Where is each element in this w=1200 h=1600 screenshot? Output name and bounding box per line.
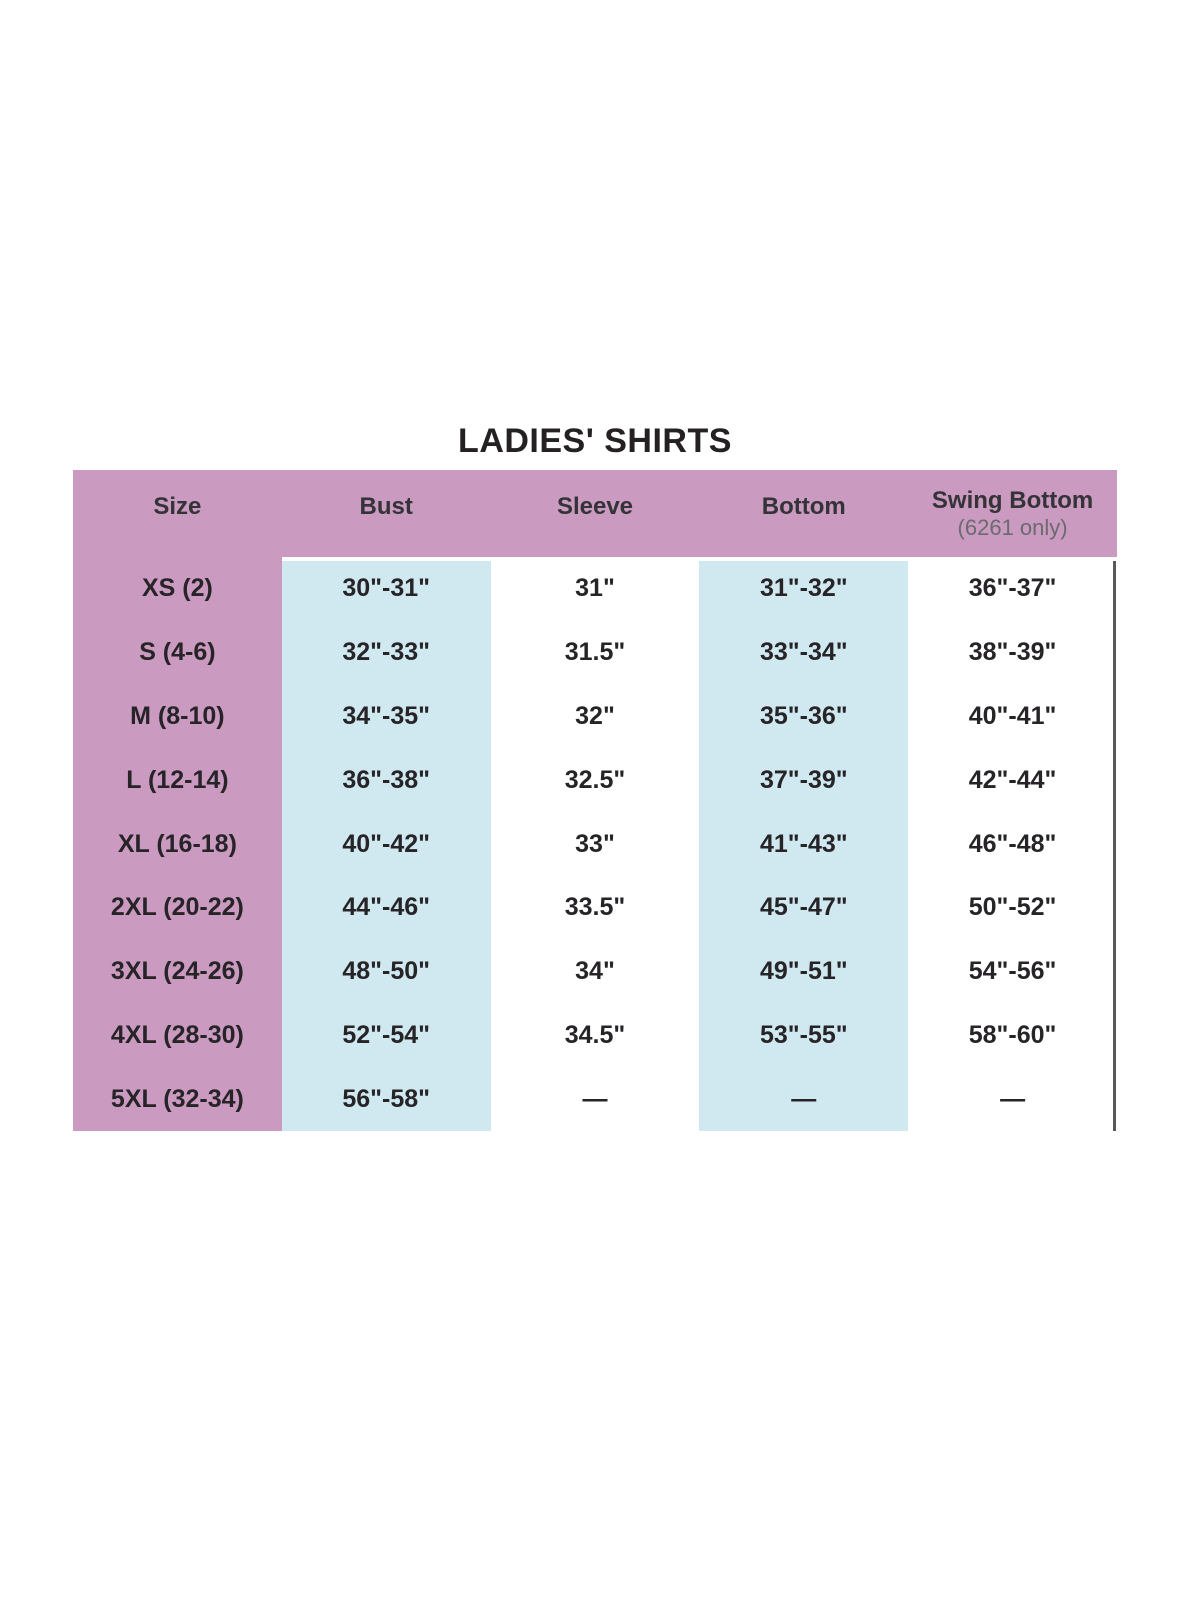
table-row: M (8-10) 34"-35" 32" 35"-36" 40"-41" xyxy=(73,685,1117,749)
cell-swing-bottom: 58"-60" xyxy=(968,1020,1057,1049)
cell-bottom: 49"-51" xyxy=(759,957,848,986)
column-header-label: Bottom xyxy=(761,492,846,520)
column-header-bottom: Bottom xyxy=(699,470,908,557)
cell-size: L (12-14) xyxy=(126,765,229,794)
cell-bust: 40"-42" xyxy=(342,829,431,858)
cell-sleeve: 33" xyxy=(575,829,615,858)
cell-swing-bottom: 40"-41" xyxy=(968,701,1057,730)
cell-swing-bottom: 38"-39" xyxy=(968,638,1057,667)
table-row: XL (16-18) 40"-42" 33" 41"-43" 46"-48" xyxy=(73,812,1117,876)
size-column-background xyxy=(73,557,282,1131)
column-header-swing-bottom: Swing Bottom (6261 only) xyxy=(908,470,1117,557)
table-row: 2XL (20-22) 44"-46" 33.5" 45"-47" 50"-52… xyxy=(73,876,1117,940)
table-row: 5XL (32-34) 56"-58" — — — xyxy=(73,1067,1117,1131)
cell-sleeve: 34" xyxy=(575,957,615,986)
table-rows: XS (2) 30"-31" 31" 31"-32" 36"-37" S (4-… xyxy=(73,557,1117,1131)
cell-size: XS (2) xyxy=(141,574,213,603)
cell-bust: 34"-35" xyxy=(342,701,431,730)
cell-sleeve: — xyxy=(582,1084,608,1113)
column-header-size: Size xyxy=(73,470,282,557)
cell-bust: 36"-38" xyxy=(342,765,431,794)
cell-size: 2XL (20-22) xyxy=(110,893,244,922)
cell-size: 4XL (28-30) xyxy=(110,1020,244,1049)
table-right-border xyxy=(1113,561,1116,1131)
chart-title: LADIES' SHIRTS xyxy=(458,422,732,460)
cell-bust: 44"-46" xyxy=(342,893,431,922)
cell-bottom: 33"-34" xyxy=(759,638,848,667)
cell-bust: 56"-58" xyxy=(342,1084,431,1113)
cell-bottom: 37"-39" xyxy=(759,765,848,794)
cell-bust: 30"-31" xyxy=(342,574,431,603)
table-row: 4XL (28-30) 52"-54" 34.5" 53"-55" 58"-60… xyxy=(73,1003,1117,1067)
cell-bust: 32"-33" xyxy=(342,638,431,667)
cell-sleeve: 31.5" xyxy=(564,638,626,667)
column-header-label: Sleeve xyxy=(556,492,634,520)
table-row: S (4-6) 32"-33" 31.5" 33"-34" 38"-39" xyxy=(73,621,1117,685)
cell-bottom: 53"-55" xyxy=(759,1020,848,1049)
table-header-row: Size Bust Sleeve Bottom Swing Bottom (62… xyxy=(73,470,1117,557)
cell-swing-bottom: 36"-37" xyxy=(968,574,1057,603)
cell-size: M (8-10) xyxy=(130,701,225,730)
cell-swing-bottom: 54"-56" xyxy=(968,957,1057,986)
cell-bust: 52"-54" xyxy=(342,1020,431,1049)
cell-bottom: — xyxy=(791,1084,817,1113)
size-chart-table: Size Bust Sleeve Bottom Swing Bottom (62… xyxy=(73,470,1117,1131)
cell-sleeve: 32.5" xyxy=(564,765,626,794)
cell-size: XL (16-18) xyxy=(117,829,237,858)
cell-size: S (4-6) xyxy=(139,638,216,667)
table-row: L (12-14) 36"-38" 32.5" 37"-39" 42"-44" xyxy=(73,748,1117,812)
table-body: XS (2) 30"-31" 31" 31"-32" 36"-37" S (4-… xyxy=(73,557,1117,1131)
column-header-label: Swing Bottom xyxy=(931,486,1094,514)
cell-size: 3XL (24-26) xyxy=(110,957,244,986)
cell-bust: 48"-50" xyxy=(342,957,431,986)
column-header-sleeve: Sleeve xyxy=(491,470,700,557)
cell-sleeve: 33.5" xyxy=(564,893,626,922)
cell-bottom: 41"-43" xyxy=(759,829,848,858)
cell-bottom: 31"-32" xyxy=(759,574,848,603)
cell-sleeve: 34.5" xyxy=(564,1020,626,1049)
bottom-column-stripe xyxy=(699,561,909,1131)
cell-sleeve: 31" xyxy=(575,574,615,603)
cell-sleeve: 32" xyxy=(575,701,615,730)
column-header-note: (6261 only) xyxy=(957,515,1068,541)
cell-bottom: 35"-36" xyxy=(759,701,848,730)
cell-swing-bottom: 50"-52" xyxy=(968,893,1057,922)
column-header-bust: Bust xyxy=(282,470,491,557)
column-header-label: Bust xyxy=(359,492,413,520)
cell-bottom: 45"-47" xyxy=(759,893,848,922)
table-row: XS (2) 30"-31" 31" 31"-32" 36"-37" xyxy=(73,557,1117,621)
cell-swing-bottom: 46"-48" xyxy=(968,829,1057,858)
column-header-label: Size xyxy=(153,492,202,520)
cell-swing-bottom: 42"-44" xyxy=(968,765,1057,794)
cell-swing-bottom: — xyxy=(1000,1084,1026,1113)
bust-column-stripe xyxy=(281,561,491,1131)
table-row: 3XL (24-26) 48"-50" 34" 49"-51" 54"-56" xyxy=(73,940,1117,1004)
cell-size: 5XL (32-34) xyxy=(110,1084,244,1113)
